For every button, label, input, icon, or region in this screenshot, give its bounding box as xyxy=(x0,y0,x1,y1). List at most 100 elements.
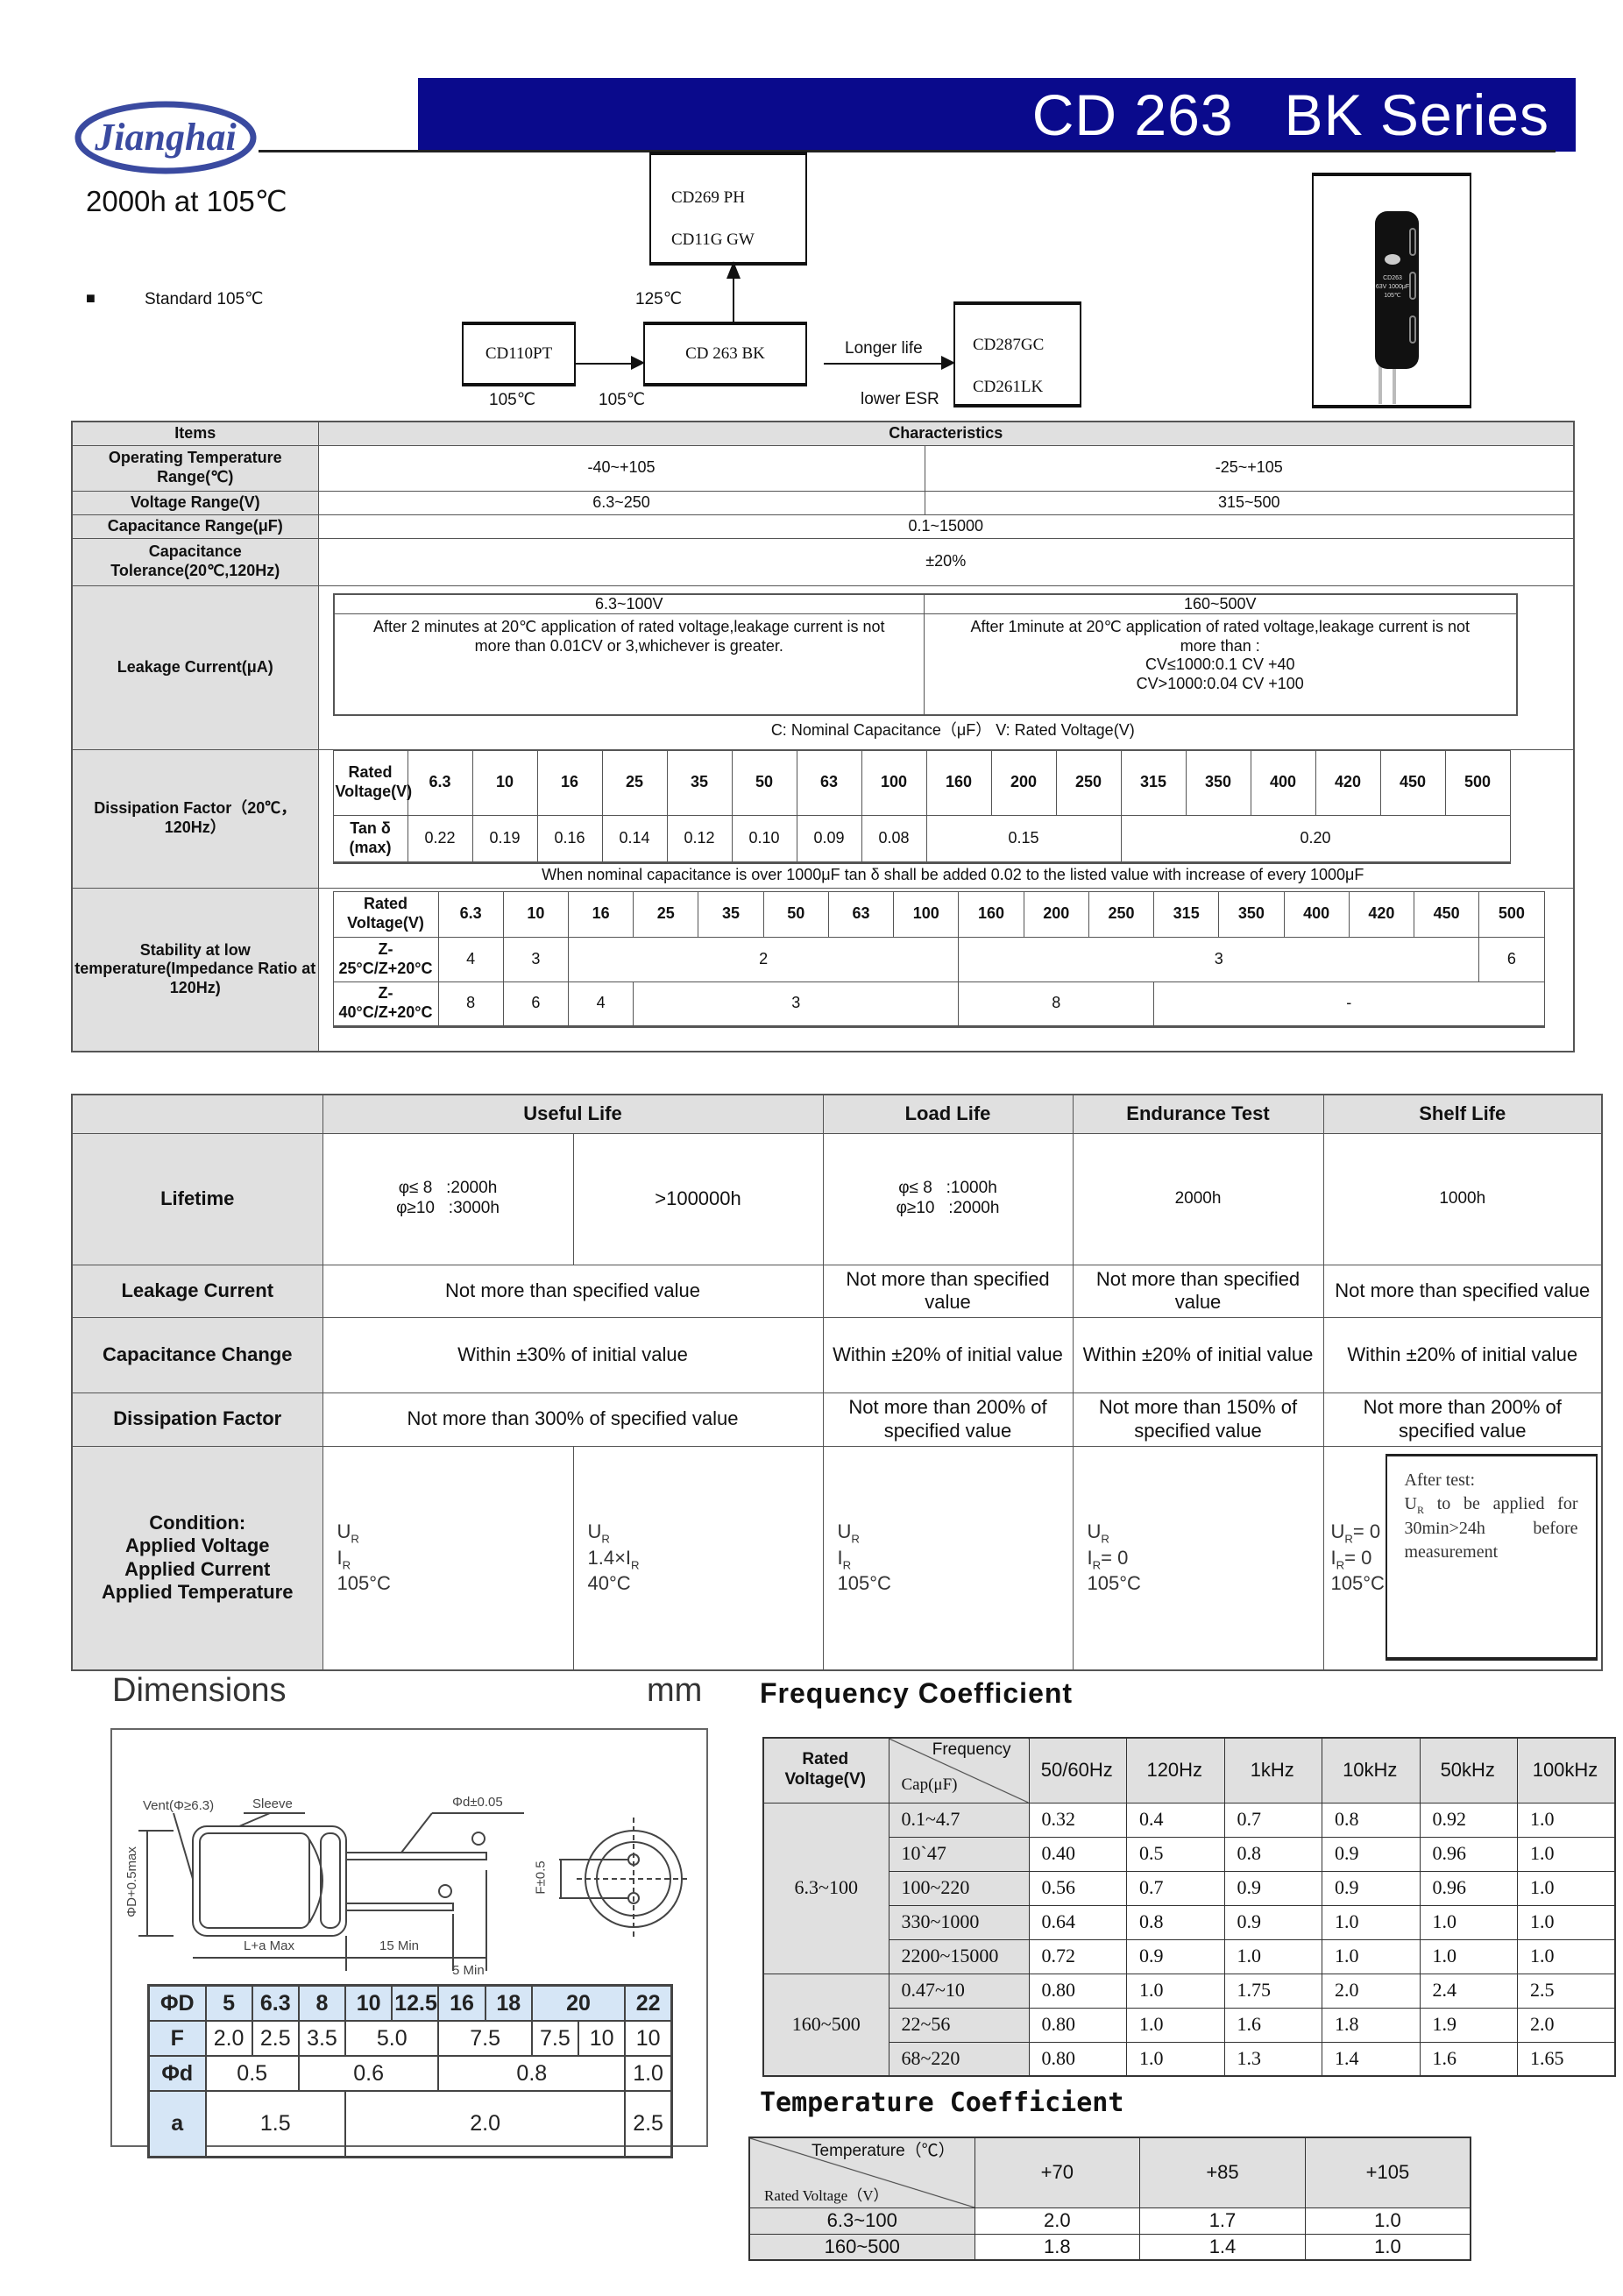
header-load-life: Load Life xyxy=(822,1094,1074,1134)
table-row: 22~56 0.80 1.0 1.6 1.8 1.9 2.0 xyxy=(763,2007,1616,2043)
voltage-label: Voltage Range(V) xyxy=(71,490,319,515)
coefficient-cell: 0.8 xyxy=(1322,1802,1421,1838)
voltage-cell: 350 xyxy=(1218,890,1285,938)
arrow-up-head xyxy=(726,261,741,279)
dim-D-cell: 12.5 xyxy=(391,1984,440,2022)
series-title: CD 263 BK Series xyxy=(1031,82,1549,147)
z40-cell: 6 xyxy=(502,981,569,1027)
svg-text:CD263: CD263 xyxy=(1383,275,1402,281)
rated-voltage-label: Rated Voltage(V) xyxy=(332,890,439,938)
coefficient-cell: 0.96 xyxy=(1419,1836,1518,1872)
coefficient-cell: 0.8 xyxy=(1223,1836,1322,1872)
voltage-cell: 500 xyxy=(1478,890,1545,938)
header-endurance: Endurance Test xyxy=(1072,1094,1324,1134)
cap-range-label: Capacitance Range(μF) xyxy=(71,514,319,539)
dim-d-cell: 0.5 xyxy=(204,2054,300,2092)
table-row: ΦD 5 6.3 8 10 12.5 16 18 20 22 xyxy=(147,1984,673,2022)
coefficient-cell: 0.80 xyxy=(1028,1973,1127,2009)
coefficient-cell: 0.56 xyxy=(1028,1870,1127,1906)
flow-box-center: CD 263 BK xyxy=(643,322,807,386)
flow-box-top: CD269 PH CD11G GW xyxy=(649,152,807,266)
cap-range-cell: 2200~15000 xyxy=(888,1938,1030,1974)
op-temp-2: -25~+105 xyxy=(924,444,1575,492)
label-lead-diff: 5 Min xyxy=(452,1963,485,1978)
cap-change-label: Capacitance Change xyxy=(71,1316,323,1393)
table-row: Φd 0.5 0.6 0.8 1.0 xyxy=(147,2054,673,2092)
stability-subtable: Rated Voltage(V) 6.3 10 16 25 35 50 63 100 160 200… xyxy=(332,890,1545,1028)
dim-F-cell: 5.0 xyxy=(344,2019,440,2057)
z25-cell: 3 xyxy=(958,936,1480,982)
table-row: 160~500 1.8 1.4 1.0 xyxy=(748,2233,1471,2261)
voltage-cell: 450 xyxy=(1379,749,1446,816)
leakage-useful: Not more than specified value xyxy=(322,1264,824,1318)
label-105b: 105℃ xyxy=(599,391,646,409)
condition-c5: UR= 0 IR= 0 105°C After test: UR to be appli… xyxy=(1322,1445,1603,1671)
voltage-cell: 6.3 xyxy=(437,890,504,938)
stability-label: Stability at low temperature(Impedance R… xyxy=(71,887,319,1052)
temp-header: +70 xyxy=(974,2137,1141,2208)
voltage-cell: 200 xyxy=(990,749,1057,816)
arrow-up xyxy=(733,266,734,322)
svg-text:63V 1000μF: 63V 1000μF xyxy=(1376,284,1409,290)
arrow-right xyxy=(576,363,637,365)
dim-d-cell: 0.8 xyxy=(437,2054,627,2092)
arrow-right-2-head xyxy=(941,356,955,370)
voltage-cell: 6.3 xyxy=(407,749,473,816)
voltage-cell: 315 xyxy=(1120,749,1187,816)
voltage-cell: 25 xyxy=(601,749,668,816)
label-sleeve: Sleeve xyxy=(252,1796,293,1811)
label-lead-dia: Φd±0.05 xyxy=(452,1795,503,1810)
label-125: 125℃ xyxy=(635,290,683,308)
dim-F-cell: 3.5 xyxy=(297,2019,347,2057)
coefficient-cell: 1.75 xyxy=(1223,1973,1322,2009)
tan-delta-label: Tan δ (max) xyxy=(332,814,408,863)
coefficient-cell: 1.9 xyxy=(1419,2007,1518,2043)
useful-life-large: φ≥10 :3000h xyxy=(396,1199,500,1217)
flow-box-right: CD287GC CD261LK xyxy=(953,301,1081,407)
product-photo: CD263 63V 1000μF 105℃ xyxy=(1312,173,1471,408)
coefficient-cell: 1.4 xyxy=(1322,2041,1421,2077)
dim-d-cell: 1.0 xyxy=(624,2054,673,2092)
rated-voltage-label: Rated Voltage(V) xyxy=(332,749,412,816)
coefficient-cell: 0.7 xyxy=(1126,1870,1225,1906)
op-temp-label: Operating Temperature Range(℃) xyxy=(71,444,319,492)
after-test-note: After test: UR to be applied for 30min>24… xyxy=(1385,1453,1598,1661)
voltage-cell: 400 xyxy=(1283,890,1350,938)
table-row: Rated Voltage(V) 6.3 10 16 25 35 50 63 100 160 200… xyxy=(332,749,1511,816)
voltage-cell: 350 xyxy=(1185,749,1251,816)
coefficient-cell: 2.4 xyxy=(1419,1973,1518,2009)
table-row: Rated Voltage(V) Frequency Cap(μF) 50/60Hz 1… xyxy=(762,1737,1616,1803)
tan-delta-cell: 0.12 xyxy=(666,814,733,863)
df-label: Dissipation Factor xyxy=(71,1392,323,1447)
subtitle: 2000h at 105℃ xyxy=(86,185,287,217)
voltage-2: 315~500 xyxy=(924,490,1575,515)
coefficient-cell: 1.8 xyxy=(1322,2007,1421,2043)
leakage-subtable: 6.3~100V 160~500V After 2 minutes at 20℃ … xyxy=(332,592,1518,716)
label-lead-length: 15 Min xyxy=(379,1938,420,1953)
tan-delta-cell: 0.19 xyxy=(471,814,538,863)
freq-header: 120Hz xyxy=(1126,1737,1225,1803)
series-cd11ggw: CD11G GW xyxy=(671,230,755,249)
dim-D-cell: 16 xyxy=(437,1984,486,2022)
cap-range-cell: 22~56 xyxy=(888,2007,1030,2043)
dim-a-cell: 2.0 xyxy=(344,2089,627,2158)
leakage-head-1: 6.3~100V xyxy=(333,592,925,615)
spec-table: Items Characteristics Operating Temperatu… xyxy=(71,421,1576,1052)
cap-range-cell: 100~220 xyxy=(888,1870,1030,1906)
temperature-title: Temperature Coefficient xyxy=(760,2087,1124,2118)
coefficient-cell: 0.64 xyxy=(1028,1904,1127,1940)
tan-delta-cell: 0.14 xyxy=(601,814,668,863)
dim-d-cell: 0.6 xyxy=(297,2054,440,2092)
coefficient-cell: 1.0 xyxy=(1304,2233,1471,2261)
voltage-cell: 35 xyxy=(666,749,733,816)
coefficient-cell: 0.9 xyxy=(1322,1870,1421,1906)
voltage-cell: 420 xyxy=(1315,749,1381,816)
shelf-life: 1000h xyxy=(1322,1132,1603,1265)
table-row: 100~220 0.56 0.7 0.9 0.9 0.96 1.0 xyxy=(763,1870,1616,1906)
condition-c1: UR IR 105°C xyxy=(322,1445,574,1671)
tan-delta-cell: 0.15 xyxy=(925,814,1122,863)
dim-a-cell: 2.5 xyxy=(624,2089,673,2158)
dim-a-cell: 1.5 xyxy=(204,2089,347,2158)
table-row: F 2.0 2.5 3.5 5.0 7.5 7.5 10 10 xyxy=(147,2019,673,2057)
capacitor-outline-drawing xyxy=(138,1812,691,1971)
